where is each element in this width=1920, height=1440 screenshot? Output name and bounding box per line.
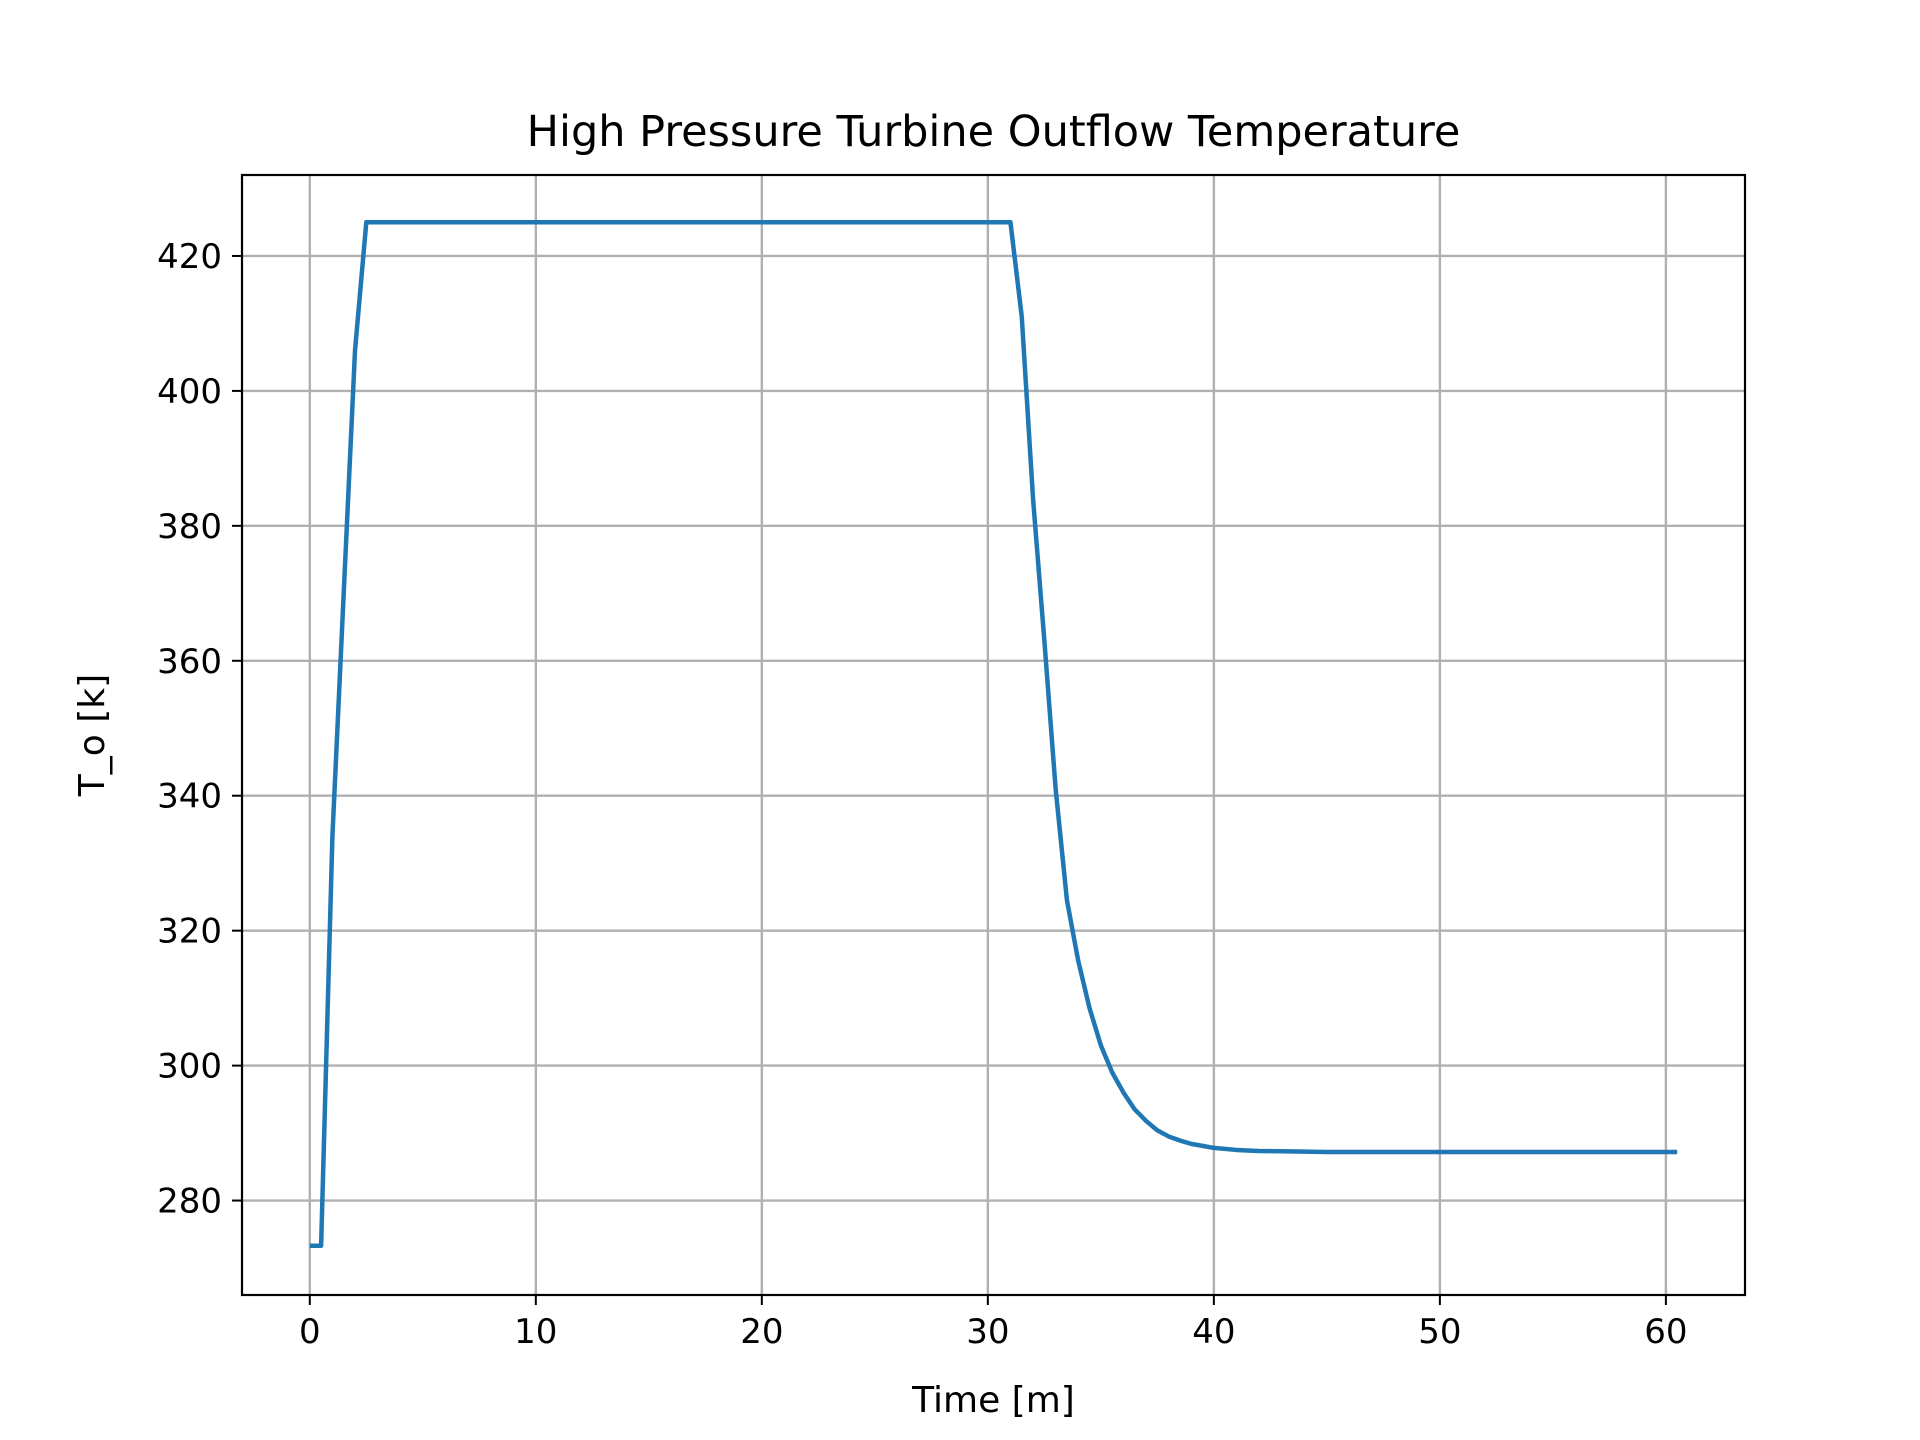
y-tick-label: 340 (157, 777, 222, 817)
y-tick-label: 420 (157, 237, 222, 277)
series-layer (309, 219, 1678, 1248)
x-tick-label: 0 (299, 1312, 321, 1352)
series-line (309, 219, 1678, 1248)
y-tick-label: 280 (157, 1182, 222, 1222)
x-tick-label: 50 (1418, 1312, 1461, 1352)
x-tick-label: 10 (514, 1312, 557, 1352)
y-tick-label: 360 (157, 642, 222, 682)
y-axis-label: T_o [k] (72, 674, 113, 797)
x-tick-label: 20 (740, 1312, 783, 1352)
plot-frame (240, 173, 1747, 1297)
grid-lines (242, 175, 1745, 1295)
chart-title: High Pressure Turbine Outflow Temperatur… (527, 107, 1461, 157)
x-tick-label: 40 (1192, 1312, 1235, 1352)
x-axis-label: Time [m] (911, 1380, 1075, 1421)
x-tick-label: 30 (966, 1312, 1009, 1352)
y-tick-label: 320 (157, 912, 222, 952)
x-tick-label: 60 (1644, 1312, 1687, 1352)
y-tick-label: 380 (157, 507, 222, 547)
y-tick-label: 300 (157, 1047, 222, 1087)
y-tick-label: 400 (157, 372, 222, 412)
axis-ticks: 0 10 20 30 40 50 60 280 300 320 340 360 380 400 420 (157, 237, 1687, 1352)
